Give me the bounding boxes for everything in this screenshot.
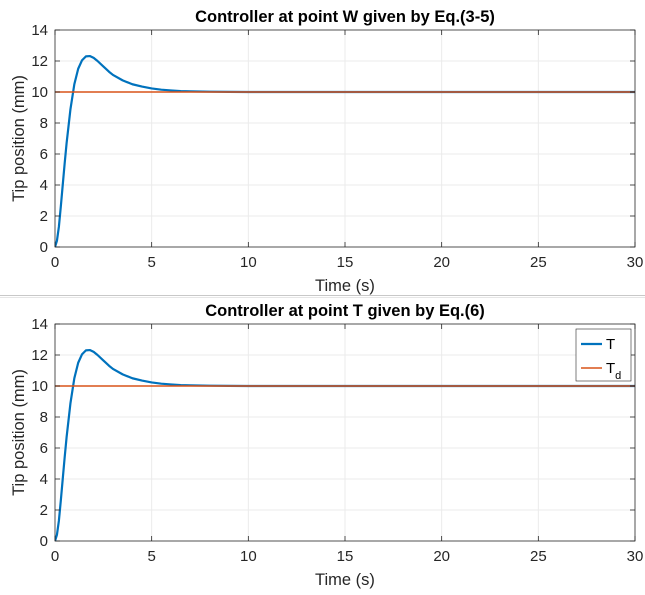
x-tick-label: 15 — [337, 254, 354, 271]
y-tick-label: 0 — [40, 239, 48, 256]
x-tick-label: 0 — [51, 254, 59, 271]
y-tick-label: 6 — [40, 146, 48, 163]
x-tick-label: 25 — [530, 548, 547, 565]
x-axis-label: Time (s) — [315, 277, 375, 295]
legend-label-subscript: d — [615, 370, 621, 382]
y-tick-label: 0 — [40, 533, 48, 550]
chart-title: Controller at point W given by Eq.(3-5) — [195, 8, 495, 26]
x-tick-label: 15 — [337, 548, 354, 565]
y-tick-label: 4 — [40, 177, 48, 194]
y-tick-label: 8 — [40, 409, 48, 426]
y-axis-label: Tip position (mm) — [10, 75, 28, 202]
x-tick-label: 5 — [147, 254, 155, 271]
x-axis-label: Time (s) — [315, 571, 375, 589]
y-axis-label: Tip position (mm) — [10, 369, 28, 496]
y-tick-label: 8 — [40, 115, 48, 132]
x-tick-label: 20 — [433, 254, 450, 271]
y-tick-label: 10 — [31, 84, 48, 101]
x-tick-label: 20 — [433, 548, 450, 565]
chart-1: 0 5 10 15 20 25 30 0 2 4 6 8 10 12 14 Controller at poi… — [10, 8, 643, 295]
y-tick-label: 12 — [31, 53, 48, 70]
x-tick-label: 5 — [147, 548, 155, 565]
chart-2: 0 5 10 15 20 25 30 0 2 4 6 8 10 12 14 Controller at poi… — [10, 302, 643, 589]
x-tick-label: 30 — [627, 254, 644, 271]
y-tick-label: 14 — [31, 316, 48, 333]
x-tick-label: 10 — [240, 254, 257, 271]
x-tick-label: 25 — [530, 254, 547, 271]
y-tick-label: 6 — [40, 440, 48, 457]
y-tick-label: 10 — [31, 378, 48, 395]
x-tick-label: 30 — [627, 548, 644, 565]
y-tick-label: 4 — [40, 471, 48, 488]
legend-label-1: T — [606, 336, 615, 353]
x-tick-label: 10 — [240, 548, 257, 565]
x-tick-label: 0 — [51, 548, 59, 565]
y-tick-label: 12 — [31, 347, 48, 364]
chart-title: Controller at point T given by Eq.(6) — [205, 302, 485, 320]
y-tick-label: 2 — [40, 208, 48, 225]
y-tick-label: 2 — [40, 502, 48, 519]
legend: TTd — [575, 328, 632, 382]
y-tick-label: 14 — [31, 22, 48, 39]
legend-box — [575, 328, 632, 382]
